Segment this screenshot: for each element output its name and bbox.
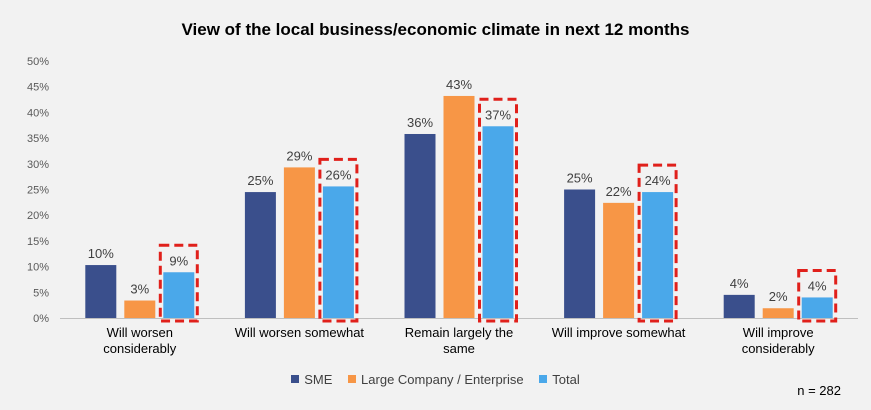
data-label: 10% bbox=[88, 246, 114, 261]
bar-sme bbox=[723, 294, 755, 318]
category-label: considerably bbox=[742, 341, 815, 356]
category-label: Will worsen bbox=[107, 325, 173, 340]
bar-sme bbox=[244, 192, 276, 318]
y-tick-label: 10% bbox=[27, 262, 49, 274]
data-label: 29% bbox=[286, 148, 312, 163]
legend-item-total: Total bbox=[539, 371, 580, 387]
category-label: Will improve somewhat bbox=[552, 325, 686, 340]
data-label: 37% bbox=[485, 107, 511, 122]
data-label: 4% bbox=[730, 276, 749, 291]
bar-large-company-enterprise bbox=[124, 300, 156, 318]
data-label: 25% bbox=[247, 173, 273, 188]
y-tick-label: 0% bbox=[33, 313, 49, 325]
bar-total bbox=[642, 192, 674, 318]
bar-sme bbox=[404, 133, 436, 318]
bar-total bbox=[322, 186, 354, 318]
data-label: 24% bbox=[645, 173, 671, 188]
bar-total bbox=[801, 297, 833, 318]
highlight-box bbox=[637, 163, 678, 323]
category-label: Will improve bbox=[743, 325, 814, 340]
bar-total bbox=[482, 126, 514, 318]
data-label: 26% bbox=[325, 167, 351, 182]
bar-sme bbox=[564, 189, 596, 318]
data-label: 2% bbox=[769, 289, 788, 304]
legend-label-total: Total bbox=[552, 371, 580, 387]
legend-item-large-company: Large Company / Enterprise bbox=[348, 372, 524, 387]
data-label: 4% bbox=[808, 278, 827, 293]
highlight-box bbox=[318, 157, 359, 323]
category-label: Will worsen somewhat bbox=[235, 325, 365, 340]
sample-size-note: n = 282 bbox=[797, 383, 841, 398]
chart-title: View of the local business/economic clim… bbox=[181, 20, 690, 39]
legend-label-large-company: Large Company / Enterprise bbox=[361, 371, 524, 387]
data-label: 36% bbox=[407, 115, 433, 130]
legend-swatch-total bbox=[539, 375, 548, 383]
bar-large-company-enterprise bbox=[443, 95, 475, 319]
y-tick-label: 40% bbox=[27, 107, 49, 119]
legend-swatch-sme bbox=[291, 375, 300, 383]
y-tick-label: 25% bbox=[27, 185, 49, 197]
legend-label-sme: SME bbox=[304, 371, 333, 387]
highlight-box bbox=[478, 97, 518, 323]
y-tick-label: 30% bbox=[27, 159, 49, 171]
bar-large-company-enterprise bbox=[762, 308, 794, 318]
y-tick-label: 50% bbox=[27, 56, 49, 68]
legend-item-sme: SME bbox=[291, 372, 332, 387]
highlight-box bbox=[797, 268, 838, 323]
y-tick-label: 15% bbox=[27, 236, 49, 248]
y-tick-label: 5% bbox=[33, 287, 49, 299]
data-label: 3% bbox=[130, 282, 149, 297]
bar-sme bbox=[85, 265, 117, 318]
category-label: same bbox=[443, 341, 475, 356]
bar-large-company-enterprise bbox=[603, 202, 635, 318]
y-tick-label: 20% bbox=[27, 210, 49, 222]
category-label: Remain largely the bbox=[405, 325, 513, 340]
data-label: 25% bbox=[567, 171, 593, 186]
y-tick-label: 35% bbox=[27, 133, 49, 145]
y-tick-label: 45% bbox=[27, 82, 49, 94]
legend: SME Large Company / Enterprise Total bbox=[0, 371, 871, 387]
data-label: 43% bbox=[446, 77, 472, 92]
category-label: considerably bbox=[103, 341, 176, 356]
legend-swatch-large-company bbox=[348, 375, 357, 383]
data-label: 9% bbox=[169, 253, 188, 268]
bar-total bbox=[163, 272, 195, 318]
highlight-box bbox=[158, 243, 199, 323]
data-label: 22% bbox=[606, 184, 632, 199]
bar-large-company-enterprise bbox=[283, 167, 315, 318]
